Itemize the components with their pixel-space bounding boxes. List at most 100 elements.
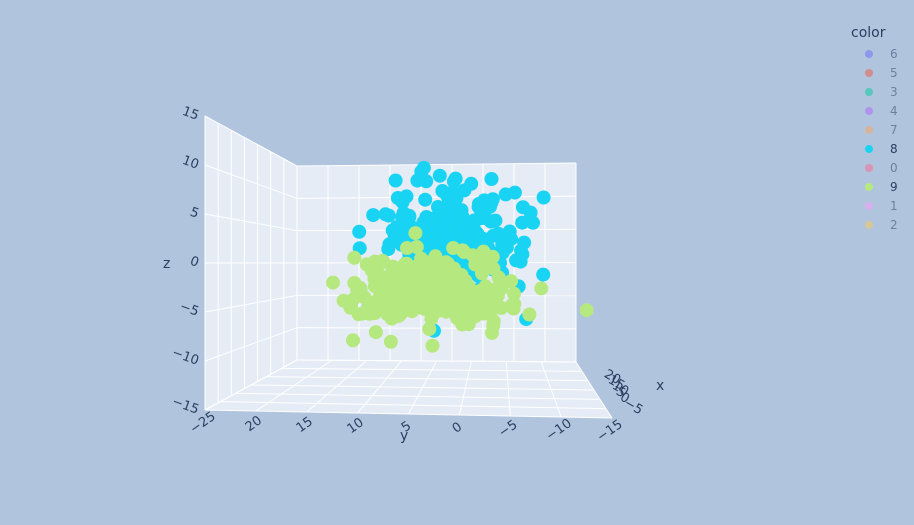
data-point-series-8 (495, 237, 510, 252)
legend-label: 6 (890, 46, 898, 61)
data-point-series-9 (376, 254, 391, 269)
data-point-series-9 (357, 290, 372, 305)
data-point-series-8 (435, 184, 450, 198)
data-point-series-8 (449, 191, 464, 206)
data-point-series-9 (446, 241, 461, 255)
legend-label: 5 (890, 65, 898, 80)
data-point-series-9 (534, 281, 549, 296)
data-point-series-9 (383, 334, 398, 349)
data-point-series-9 (446, 302, 461, 316)
legend-item-1[interactable]: 1 (848, 196, 912, 215)
legend-swatch (865, 68, 873, 77)
legend-item-5[interactable]: 5 (848, 63, 912, 82)
z-gridline-left (204, 115, 298, 167)
y-tick-label: 0 (450, 420, 465, 437)
data-point-series-9 (398, 264, 413, 279)
data-point-series-9 (486, 318, 501, 333)
data-point-series-8 (483, 214, 498, 229)
x-gridline-floor (281, 367, 583, 372)
data-point-series-9 (433, 268, 448, 283)
legend-item-3[interactable]: 3 (848, 82, 912, 101)
data-point-series-9 (373, 288, 388, 303)
data-point-series-9 (457, 245, 472, 259)
legend-item-0[interactable]: 0 (848, 158, 912, 177)
data-point-series-8 (507, 185, 522, 200)
legend-swatch (865, 220, 873, 229)
legend-item-4[interactable]: 4 (848, 101, 912, 120)
data-point-series-9 (425, 338, 440, 353)
z-gridline-left (204, 213, 298, 232)
y-tick-label: −10 (544, 416, 575, 444)
data-point-series-8 (484, 172, 499, 186)
legend-swatch (865, 125, 873, 134)
data-point-series-9 (399, 279, 414, 294)
legend-label: 8 (890, 141, 898, 156)
x-gridline-floor (296, 359, 577, 363)
legend-swatch (865, 182, 873, 191)
x-gridline-floor (250, 384, 595, 391)
data-point-series-9 (436, 289, 451, 304)
data-point-series-9 (336, 293, 351, 308)
legend-title: color (851, 25, 886, 41)
data-point-series-8 (432, 168, 447, 183)
data-point-series-9 (505, 298, 520, 313)
legend-swatch (865, 144, 873, 153)
z-gridline-left (204, 164, 298, 199)
z-tick-label: 15 (180, 104, 201, 124)
z-tick-label: −5 (178, 299, 201, 320)
y-tick-label: −5 (496, 417, 520, 440)
z-tick-label: −10 (170, 345, 201, 368)
data-point-series-9 (376, 302, 391, 317)
x-tick-label: 15 (605, 373, 627, 394)
data-point-series-8 (455, 209, 470, 224)
data-point-series-8 (431, 227, 445, 242)
data-point-series-8 (448, 171, 463, 186)
data-point-series-9 (410, 265, 425, 280)
z-gridline-back (296, 162, 577, 167)
z-tick-label: 5 (188, 205, 201, 222)
legend-items: 6 5 3 4 7 8 0 9 1 2 (848, 44, 912, 234)
legend-swatch (865, 87, 873, 96)
data-point-series-8 (464, 176, 479, 191)
data-point-series-9 (368, 325, 383, 340)
y-axis-title: y (400, 428, 408, 444)
data-point-series-9 (476, 244, 491, 259)
data-point-series-9 (391, 308, 406, 323)
data-point-series-9 (468, 284, 483, 299)
data-point-series-8 (366, 208, 381, 223)
data-point-series-8 (381, 242, 396, 257)
data-point-series-9 (412, 291, 427, 306)
data-point-series-9 (385, 292, 400, 307)
data-point-series-9 (579, 303, 594, 318)
data-point-series-9 (347, 250, 362, 265)
data-point-series-9 (522, 307, 537, 322)
legend-label: 9 (890, 179, 898, 194)
y-tick-label: 10 (345, 415, 367, 437)
legend-label: 2 (890, 217, 898, 232)
legend-item-8[interactable]: 8 (848, 139, 912, 158)
data-point-series-8 (513, 254, 528, 269)
data-point-series-8 (474, 232, 489, 247)
data-point-series-8 (515, 215, 530, 230)
legend-item-9[interactable]: 9 (848, 177, 912, 196)
legend-swatch (865, 49, 873, 58)
data-point-series-9 (479, 288, 494, 303)
data-point-series-9 (491, 279, 506, 294)
z-tick-label: 10 (180, 153, 201, 173)
legend-label: 4 (890, 103, 898, 118)
data-point-series-8 (517, 235, 532, 250)
legend-label: 0 (890, 160, 898, 175)
data-point-series-8 (418, 192, 433, 207)
legend-swatch (865, 106, 873, 115)
z-gridline-left (204, 327, 298, 362)
data-point-series-8 (536, 190, 551, 205)
legend-item-7[interactable]: 7 (848, 120, 912, 139)
legend-item-2[interactable]: 2 (848, 215, 912, 234)
data-point-series-9 (417, 280, 432, 295)
data-point-series-8 (396, 206, 411, 221)
legend-item-6[interactable]: 6 (848, 44, 912, 63)
data-point-series-8 (352, 224, 367, 239)
data-point-series-9 (404, 304, 419, 319)
data-point-series-8 (387, 229, 402, 244)
